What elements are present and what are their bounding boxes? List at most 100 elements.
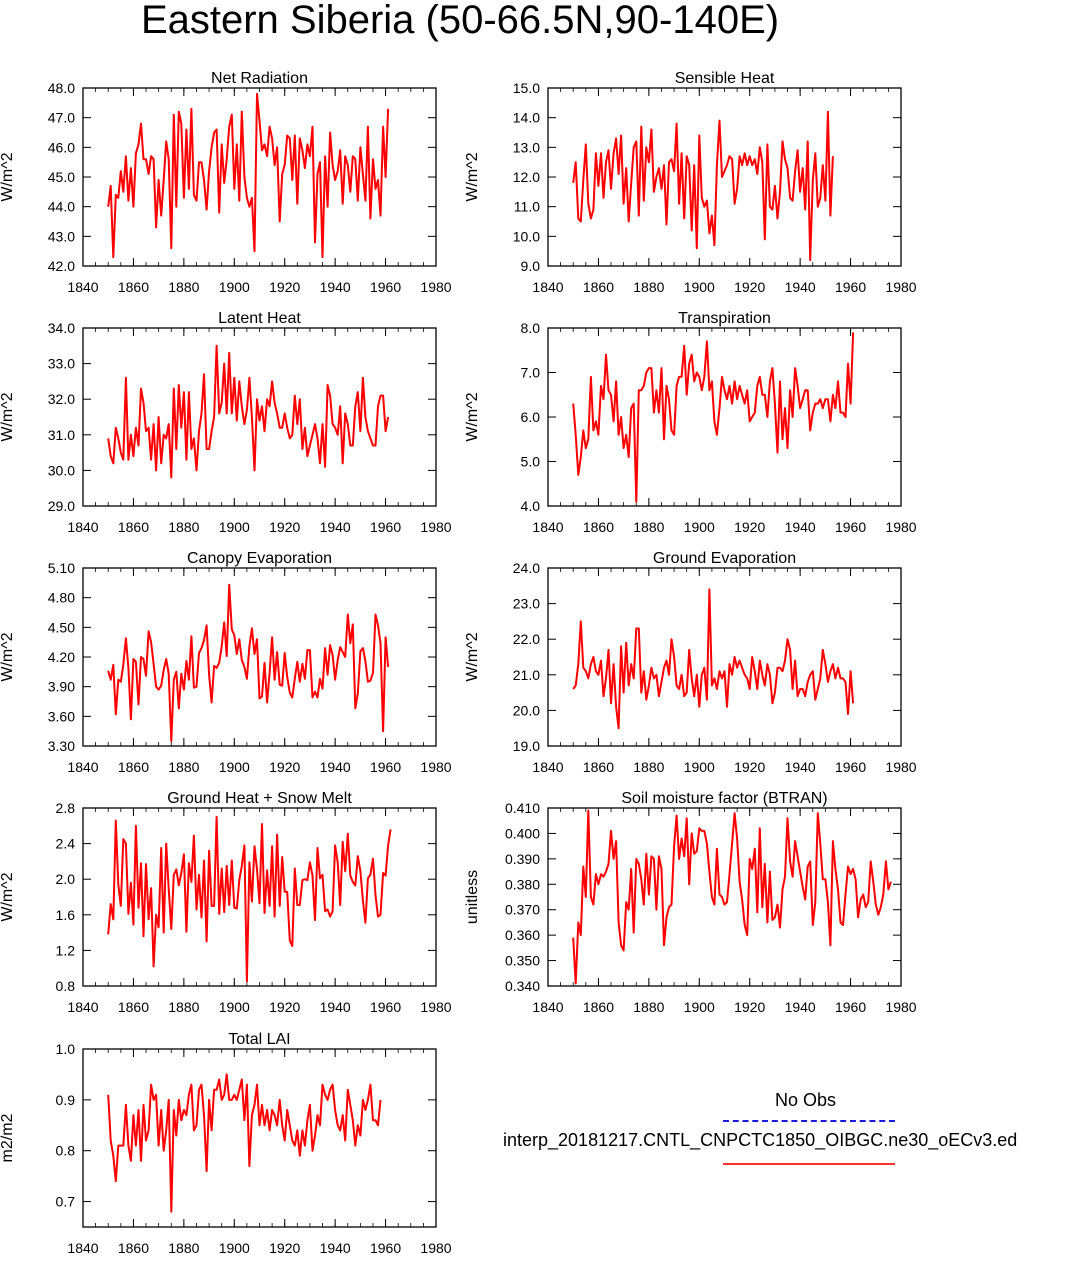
x-tick-label: 1880 — [633, 279, 664, 295]
x-tick-label: 1900 — [219, 1240, 250, 1256]
x-tick-label: 1960 — [370, 999, 401, 1015]
panel-sensible-heat: Sensible Heat W/m^2 1840 1860 1880 1900 1920 19… — [464, 70, 917, 295]
legend-obs-line — [723, 1120, 895, 1122]
y-axis-label: W/m^2 — [0, 632, 16, 681]
x-tick-label: 1940 — [785, 759, 816, 775]
x-tick-label: 1860 — [118, 519, 149, 535]
x-tick-label: 1980 — [420, 279, 451, 295]
panel-total-lai: Total LAI m2/m2 1840 1860 1880 1900 1920 1940 19… — [0, 1031, 452, 1256]
x-tick-label: 1840 — [532, 759, 563, 775]
x-tick-label: 1920 — [269, 999, 300, 1015]
x-tick-label: 1920 — [269, 759, 300, 775]
x-tick-label: 1880 — [168, 519, 199, 535]
panel-title: Canopy Evaporation — [187, 550, 332, 567]
y-tick-label: 44.0 — [48, 199, 75, 215]
x-tick-label: 1900 — [684, 279, 715, 295]
x-tick-label: 1880 — [168, 999, 199, 1015]
y-tick-label: 0.380 — [505, 876, 540, 892]
y-tick-label: 8.0 — [521, 320, 541, 336]
x-tick-label: 1960 — [835, 759, 866, 775]
x-tick-label: 1940 — [785, 519, 816, 535]
y-axis-label: W/m^2 — [0, 152, 16, 201]
x-tick-label: 1960 — [835, 279, 866, 295]
x-tick-label: 1840 — [67, 1240, 98, 1256]
x-tick-label: 1860 — [118, 1240, 149, 1256]
y-tick-label: 4.80 — [48, 590, 75, 606]
panel-title: Latent Heat — [218, 310, 301, 327]
x-tick-label: 1920 — [734, 519, 765, 535]
y-tick-label: 21.0 — [513, 667, 540, 683]
x-tick-label: 1980 — [420, 1240, 451, 1256]
y-tick-label: 4.0 — [521, 498, 541, 514]
y-tick-label: 33.0 — [48, 356, 75, 372]
x-tick-label: 1980 — [885, 999, 916, 1015]
x-tick-label: 1960 — [370, 279, 401, 295]
series-line-net-radiation — [107, 92, 390, 259]
x-tick-label: 1880 — [633, 759, 664, 775]
x-tick-label: 1900 — [219, 519, 250, 535]
x-tick-label: 1840 — [532, 999, 563, 1015]
plot-frame — [547, 327, 902, 507]
x-tick-label: 1960 — [370, 759, 401, 775]
series-line-sensible-heat — [572, 110, 834, 262]
x-tick-label: 1960 — [370, 1240, 401, 1256]
panel-ground-heat-snow-melt: Ground Heat + Snow Melt W/m^2 1840 1860 1880… — [0, 790, 452, 1015]
series-line-soil-moisture-factor — [572, 809, 892, 985]
x-tick-label: 1980 — [885, 519, 916, 535]
x-tick-label: 1920 — [269, 519, 300, 535]
panel-title: Total LAI — [228, 1031, 290, 1048]
series-line-ground-heat-snow-melt — [107, 815, 392, 983]
x-tick-label: 1920 — [734, 759, 765, 775]
x-tick-label: 1940 — [320, 999, 351, 1015]
y-tick-label: 9.0 — [521, 258, 541, 274]
x-tick-label: 1860 — [118, 999, 149, 1015]
x-tick-label: 1900 — [684, 759, 715, 775]
x-tick-label: 1860 — [583, 999, 614, 1015]
y-tick-label: 1.2 — [56, 942, 76, 958]
series-line-canopy-evaporation — [107, 583, 390, 743]
y-tick-label: 1.6 — [56, 907, 76, 923]
y-axis-label: W/m^2 — [464, 632, 481, 681]
x-tick-label: 1880 — [633, 519, 664, 535]
x-tick-label: 1920 — [734, 279, 765, 295]
x-tick-label: 1840 — [67, 759, 98, 775]
y-axis-label: W/m^2 — [464, 152, 481, 201]
x-tick-label: 1980 — [420, 999, 451, 1015]
x-tick-label: 1840 — [532, 279, 563, 295]
y-tick-label: 15.0 — [513, 80, 540, 96]
y-tick-label: 2.8 — [56, 800, 76, 816]
x-tick-label: 1900 — [219, 279, 250, 295]
y-tick-label: 45.0 — [48, 169, 75, 185]
x-tick-label: 1880 — [168, 279, 199, 295]
y-tick-label: 0.360 — [505, 927, 540, 943]
y-tick-label: 3.60 — [48, 708, 75, 724]
y-tick-label: 5.0 — [521, 454, 541, 470]
y-tick-label: 6.0 — [521, 409, 541, 425]
x-tick-label: 1960 — [370, 519, 401, 535]
main-title: Eastern Siberia (50-66.5N,90-140E) — [140, 0, 780, 42]
y-tick-label: 10.0 — [513, 228, 540, 244]
x-tick-label: 1860 — [583, 759, 614, 775]
y-tick-label: 4.50 — [48, 619, 75, 635]
y-axis-label: m2/m2 — [0, 1113, 16, 1162]
y-tick-label: 3.30 — [48, 738, 75, 754]
x-tick-label: 1920 — [734, 999, 765, 1015]
x-tick-label: 1880 — [168, 759, 199, 775]
plot-frame — [547, 807, 902, 987]
x-tick-label: 1920 — [269, 1240, 300, 1256]
y-tick-label: 0.340 — [505, 978, 540, 994]
x-tick-label: 1840 — [532, 519, 563, 535]
panel-latent-heat: Latent Heat W/m^2 1840 1860 1880 1900 1920 1940… — [0, 310, 452, 535]
y-tick-label: 31.0 — [48, 427, 75, 443]
y-tick-label: 32.0 — [48, 391, 75, 407]
y-tick-label: 0.410 — [505, 800, 540, 816]
plot-frame — [547, 87, 902, 267]
x-tick-label: 1960 — [835, 519, 866, 535]
y-tick-label: 46.0 — [48, 139, 75, 155]
x-tick-label: 1880 — [633, 999, 664, 1015]
y-axis-label: W/m^2 — [0, 392, 16, 441]
legend-obs-label: No Obs — [775, 1090, 837, 1110]
legend-model-label: interp_20181217.CNTL_CNPCTC1850_OIBGC.ne… — [503, 1130, 1018, 1150]
x-tick-label: 1980 — [885, 759, 916, 775]
panel-title: Ground Evaporation — [653, 550, 796, 567]
